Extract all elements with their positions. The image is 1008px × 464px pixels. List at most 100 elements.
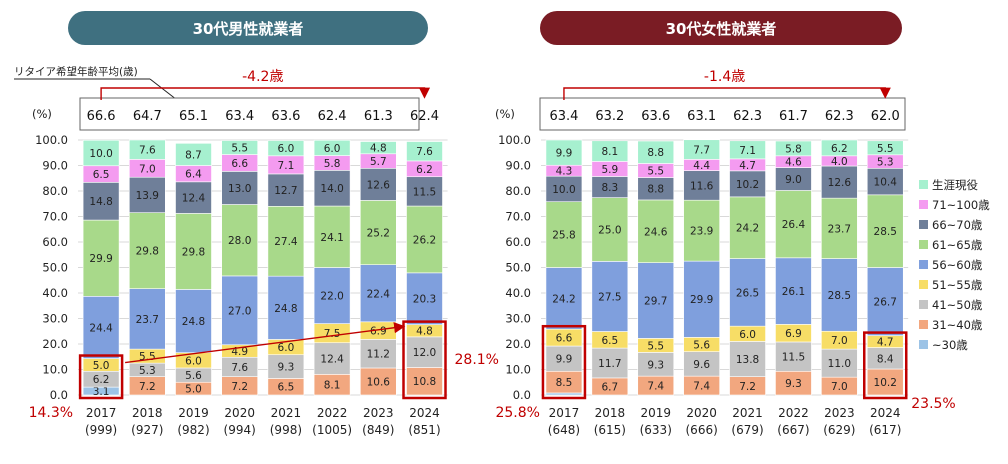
bar-segment [406,205,443,274]
sample-size-label: (679) [731,423,763,437]
bar-label: 4.4 [693,160,710,172]
bar-label: 8.8 [647,184,664,196]
bar-label: 9.9 [556,148,573,160]
bar-label: 13.9 [136,190,159,202]
bar-label: 7.0 [831,335,848,347]
bar-label: 7.4 [693,381,710,393]
bar-label: 4.8 [416,326,433,338]
bar-label: 23.9 [690,226,713,238]
bar-segment [359,339,397,369]
bar-label: 3.1 [93,386,110,398]
bar-label: 10.2 [874,377,897,389]
bar-label: 5.6 [693,340,710,352]
bar-segment [866,194,904,268]
bar-segment [821,165,858,199]
y-tick-label: 50.0 [42,261,68,275]
sample-size-label: (617) [869,423,901,437]
bar-label: 6.0 [278,143,295,155]
legend-label: 66~70歳 [932,218,983,232]
avg-age-value: 61.7 [779,109,808,124]
x-tick-label: 2024 [870,406,901,420]
bar-label: 6.0 [278,342,295,354]
legend-swatch [919,340,928,349]
y-tick-label: 30.0 [42,312,68,326]
avg-age-value: 62.0 [871,109,900,124]
legend-swatch [919,280,928,289]
x-tick-label: 2020 [686,406,717,420]
bar-label: 12.6 [828,177,852,189]
y-tick-label: 40.0 [42,286,68,300]
chart-subtitle: リタイア希望年齢平均(歳) [14,65,138,78]
x-tick-label: 2019 [178,406,209,420]
bar-label: 6.0 [185,355,202,367]
bar-label: 25.8 [552,230,575,242]
bar-label: 8.5 [556,377,573,389]
x-tick-label: 2018 [595,406,626,420]
legend-swatch [919,260,928,269]
bar-label: 24.1 [320,232,343,244]
bar-label: 9.3 [278,362,295,374]
bar-segment [591,347,629,379]
bar-label: 7.1 [278,160,295,172]
y-tick-label: 10.0 [42,363,68,377]
change-arrow [100,87,431,100]
bar-label: 5.5 [139,351,156,363]
bar-label: 26.7 [874,297,897,309]
chart-title: 30代女性就業者 [666,20,777,38]
bar-label: 5.8 [324,158,341,170]
bar-segment [221,275,258,346]
bar-label: 7.5 [324,328,341,340]
bar-label: 7.0 [831,381,848,393]
bar-label: 9.6 [693,359,710,371]
bar-segment [729,341,766,377]
sample-size-label: (629) [823,423,855,437]
chart-panel-1: 30代女性就業者 (%) 63.4 63.2 63.6 63.1 62.3 61.7 62.3 6… [495,11,956,437]
bar-segment [221,140,258,155]
bar-label: 10.0 [89,148,112,160]
bar-label: 10.4 [874,177,898,189]
bar-label: 5.0 [93,360,110,372]
bar-label: 24.8 [182,316,205,328]
bar-label: 4.9 [231,346,248,358]
bar-segment [637,199,675,263]
legend-swatch [919,180,928,189]
bar-segment [129,212,166,289]
y-unit-label: (%) [32,107,52,121]
bar-label: 6.2 [93,374,110,386]
change-label: -1.4歳 [704,69,745,85]
sample-size-label: (615) [594,423,626,437]
avg-age-value: 63.2 [595,109,624,124]
bar-label: 5.0 [185,384,202,396]
avg-age-value: 63.4 [225,109,254,124]
bar-label: 6.7 [601,381,618,393]
x-tick-label: 2023 [824,406,855,420]
bar-label: 26.4 [782,219,806,231]
bar-label: 12.4 [182,193,206,205]
sample-size-label: (648) [548,423,580,437]
bar-label: 28.5 [828,290,851,302]
legend-label: 56~60歳 [932,258,983,272]
bar-label: 4.6 [785,157,802,169]
x-tick-label: 2023 [363,406,394,420]
bar-segment [267,275,305,340]
bar-label: 28.0 [228,235,251,247]
avg-age-value: 62.4 [410,109,439,124]
sample-size-label: (667) [777,423,809,437]
legend-swatch [919,300,928,309]
sample-size-label: (851) [408,423,440,437]
trend-arrow [125,322,406,364]
bar-label: 4.7 [877,337,894,349]
bar-label: 9.9 [556,354,573,366]
bar-segment [775,257,812,325]
sample-size-label: (994) [224,423,256,437]
bar-label: 22.0 [320,291,343,303]
bar-label: 10.6 [367,376,391,388]
bar-label: 7.4 [647,381,664,393]
chart-title-pill [68,11,428,45]
bar-label: 6.0 [324,143,341,155]
y-tick-label: 90.0 [42,159,68,173]
bar-label: 11.2 [367,349,390,361]
bar-label: 12.0 [413,347,436,359]
bar-label: 24.2 [736,223,759,235]
